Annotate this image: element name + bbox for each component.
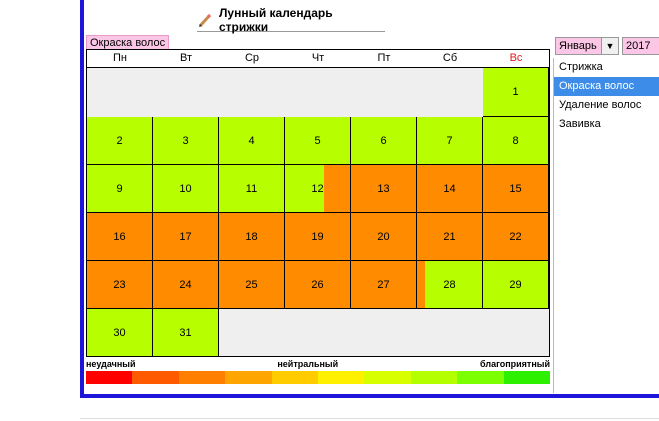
calendar-day[interactable]: 30 xyxy=(87,309,153,357)
legend-good-label: благоприятный xyxy=(480,359,550,369)
calendar-day[interactable]: 1 xyxy=(483,68,549,117)
calendar-day[interactable]: 6 xyxy=(351,117,417,165)
legend-neutral-label: нейтральный xyxy=(277,359,339,369)
calendar-day[interactable]: 9 xyxy=(87,165,153,213)
category-list-item[interactable]: Стрижка xyxy=(559,61,603,73)
calendar-day[interactable]: 18 xyxy=(219,213,285,261)
calendar-day[interactable]: 29 xyxy=(483,261,549,309)
calendar-day[interactable]: 27 xyxy=(351,261,417,309)
legend-swatch xyxy=(410,371,458,384)
calendar-day[interactable]: 23 xyxy=(87,261,153,309)
category-list: Стрижка Окраска волос Удаление волос Завивк… xyxy=(553,58,659,393)
calendar-day[interactable]: 15 xyxy=(483,165,549,213)
divider xyxy=(80,418,659,419)
calendar-day[interactable]: 14 xyxy=(417,165,483,213)
legend-gradient-bar xyxy=(86,371,551,384)
calendar-day[interactable]: 20 xyxy=(351,213,417,261)
calendar-day[interactable]: 28 xyxy=(417,261,483,309)
calendar-day[interactable]: 16 xyxy=(87,213,153,261)
calendar-day[interactable]: 5 xyxy=(285,117,351,165)
page-title: Лунный календарь стрижки xyxy=(197,6,385,34)
weekday-header-cell: Ср xyxy=(244,52,260,64)
calendar-day[interactable]: 21 xyxy=(417,213,483,261)
weekday-header-cell: Вс xyxy=(509,52,523,64)
calendar-day[interactable]: 8 xyxy=(483,117,549,165)
weekday-header-cell: Пт xyxy=(377,52,391,64)
weekday-header-cell: Вт xyxy=(179,52,192,64)
calendar-day[interactable]: 22 xyxy=(483,213,549,261)
calendar-day[interactable]: 3 xyxy=(153,117,219,165)
legend-swatch xyxy=(178,371,226,384)
calendar-day[interactable]: 7 xyxy=(417,117,483,165)
legend-swatch xyxy=(318,371,365,384)
calendar-day[interactable]: 2 xyxy=(87,117,153,165)
legend-swatch xyxy=(271,371,319,384)
calendar-day[interactable]: 17 xyxy=(153,213,219,261)
weekday-header-cell: Сб xyxy=(442,52,458,64)
year-select[interactable]: 2017 xyxy=(622,37,659,55)
weekday-header-cell: Пн xyxy=(113,52,127,64)
legend: неудачный нейтральный благоприятный xyxy=(86,358,551,388)
legend-swatch xyxy=(364,371,411,384)
legend-swatch xyxy=(503,371,551,384)
calendar-day[interactable]: 12 xyxy=(285,165,351,213)
weekday-header: Пн Вт Ср Чт Пт Сб Вс xyxy=(87,50,549,68)
month-select[interactable]: Январь ▼ xyxy=(555,37,619,55)
category-list-item[interactable]: Удаление волос xyxy=(559,99,642,111)
calendar-day[interactable]: 10 xyxy=(153,165,219,213)
weekday-header-cell: Чт xyxy=(311,52,325,64)
calendar-day[interactable]: 25 xyxy=(219,261,285,309)
calendar-day[interactable]: 24 xyxy=(153,261,219,309)
chevron-down-icon[interactable]: ▼ xyxy=(601,38,618,54)
category-list-item[interactable]: Завивка xyxy=(559,118,601,130)
calendar-day[interactable]: 4 xyxy=(219,117,285,165)
calendar-day[interactable]: 13 xyxy=(351,165,417,213)
year-select-value: 2017 xyxy=(626,40,651,52)
pencil-icon xyxy=(198,13,212,28)
calendar-day[interactable]: 11 xyxy=(219,165,285,213)
month-select-value: Январь xyxy=(559,40,597,52)
calendar-day[interactable]: 26 xyxy=(285,261,351,309)
legend-swatch xyxy=(225,371,272,384)
legend-swatch xyxy=(86,371,133,384)
legend-swatch xyxy=(132,371,179,384)
legend-bad-label: неудачный xyxy=(86,359,136,369)
category-list-item[interactable]: Окраска волос xyxy=(554,77,659,96)
calendar-day[interactable]: 31 xyxy=(153,309,219,357)
calendar-grid: Пн Вт Ср Чт Пт Сб Вс 1 2 3 4 5 6 7 8 9 10 11 12 13 14 15 16 17… xyxy=(86,49,550,357)
calendar-day[interactable]: 19 xyxy=(285,213,351,261)
legend-swatch xyxy=(457,371,504,384)
title-text: Лунный календарь стрижки xyxy=(218,6,333,34)
